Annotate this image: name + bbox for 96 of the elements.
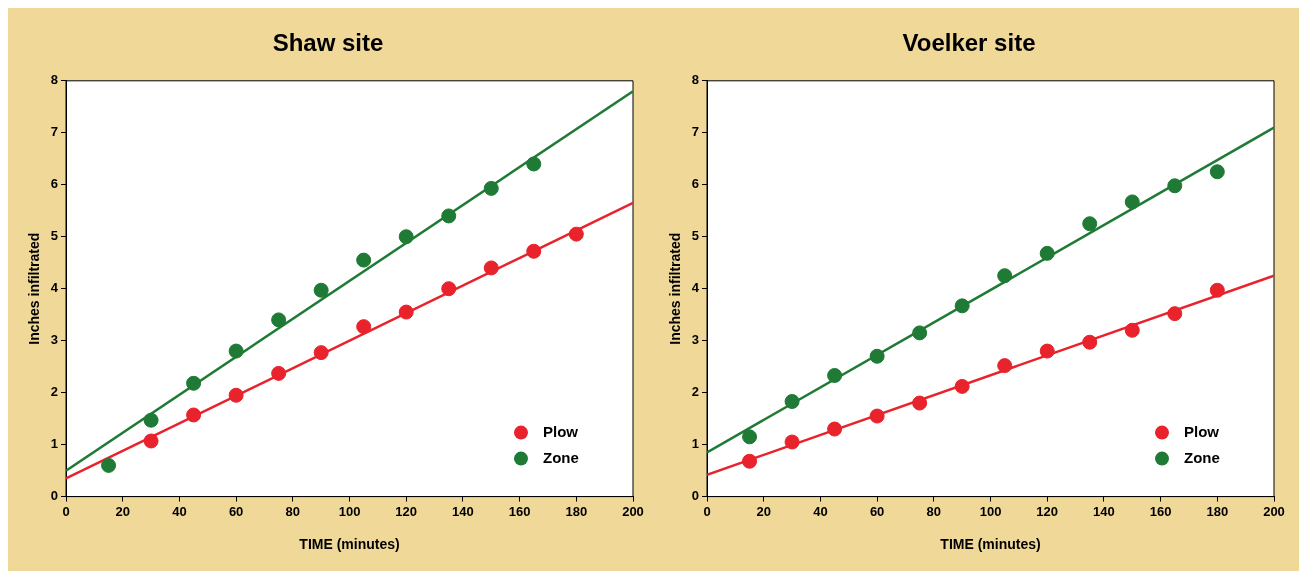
- y-tick-label: 2: [50, 384, 59, 400]
- x-tick-label: 0: [62, 503, 70, 519]
- point: [313, 345, 329, 361]
- y-tick-label: 2: [691, 384, 700, 400]
- point: [912, 325, 928, 341]
- x-tick-label: 200: [622, 503, 644, 519]
- point: [186, 407, 202, 423]
- point: [398, 229, 414, 245]
- y-tick-label: 1: [691, 436, 700, 452]
- y-tick-label: 8: [50, 72, 59, 88]
- point: [228, 387, 244, 403]
- y-tick-label: 6: [691, 176, 700, 192]
- point: [143, 433, 159, 449]
- point: [827, 368, 843, 383]
- x-tick-label: 200: [1263, 503, 1285, 519]
- y-tick-label: 6: [50, 176, 59, 192]
- y-tick-label: 1: [50, 436, 59, 452]
- x-tick-label: 0: [703, 503, 711, 519]
- point: [356, 319, 372, 335]
- point: [271, 365, 287, 381]
- point: [869, 408, 885, 424]
- y-axis-title: Inches infiltrated: [26, 232, 43, 345]
- point: [143, 412, 159, 428]
- y-tick-label: 7: [691, 124, 700, 140]
- point: [1167, 178, 1183, 194]
- y-tick-label: 0: [50, 488, 59, 504]
- x-tick-label: 160: [1149, 503, 1172, 519]
- point: [1124, 322, 1140, 338]
- point: [827, 421, 843, 437]
- x-tick-label: 80: [926, 503, 942, 519]
- point: [1209, 164, 1225, 180]
- x-tick-label: 160: [508, 503, 531, 519]
- chart-title: Voelker site: [902, 29, 1036, 57]
- x-tick-label: 40: [172, 503, 187, 519]
- x-tick-label: 20: [756, 503, 771, 519]
- point: [1167, 306, 1183, 322]
- point: [784, 434, 800, 450]
- y-tick-label: 0: [691, 488, 700, 504]
- point: [742, 453, 758, 469]
- point: [313, 282, 329, 298]
- legend-label: Zone: [543, 448, 579, 466]
- point: [997, 358, 1013, 374]
- legend-label: Plow: [1184, 422, 1220, 440]
- point: [954, 378, 970, 394]
- point: [784, 393, 800, 409]
- point: [1082, 334, 1098, 350]
- point: [101, 457, 117, 473]
- x-axis-title: TIME (minutes): [299, 536, 400, 553]
- y-tick-label: 8: [691, 72, 700, 88]
- point: [441, 208, 457, 224]
- point: [186, 375, 202, 391]
- point: [869, 348, 885, 364]
- x-axis-title: TIME (minutes): [940, 536, 1041, 553]
- x-tick-label: 20: [115, 503, 130, 519]
- y-tick-label: 4: [691, 280, 700, 296]
- point: [483, 180, 499, 196]
- y-tick-label: 4: [50, 280, 59, 296]
- point: [1082, 216, 1098, 232]
- point: [568, 226, 584, 242]
- x-tick-label: 120: [1036, 503, 1059, 519]
- x-tick-label: 100: [338, 503, 361, 519]
- point: [441, 281, 457, 297]
- x-tick-label: 100: [979, 503, 1002, 519]
- point: [912, 395, 928, 411]
- point: [1039, 245, 1055, 261]
- legend-label: Plow: [543, 422, 579, 440]
- point: [526, 156, 542, 172]
- y-tick-label: 3: [50, 332, 59, 348]
- y-tick-label: 5: [691, 228, 700, 244]
- x-tick-label: 140: [452, 503, 474, 519]
- y-tick-label: 7: [50, 124, 59, 140]
- x-tick-label: 80: [285, 503, 301, 519]
- point: [356, 252, 372, 268]
- y-tick-label: 3: [691, 332, 700, 348]
- point: [483, 260, 499, 276]
- point: [742, 429, 758, 445]
- point: [1209, 282, 1225, 298]
- point: [1039, 343, 1055, 359]
- x-tick-label: 120: [395, 503, 418, 519]
- point: [271, 312, 287, 328]
- x-tick-label: 40: [813, 503, 828, 519]
- x-tick-label: 180: [1206, 503, 1229, 519]
- chart-title: Shaw site: [272, 29, 384, 57]
- x-tick-label: 180: [565, 503, 588, 519]
- point: [1124, 194, 1140, 210]
- point: [526, 243, 542, 259]
- x-tick-label: 60: [228, 503, 244, 519]
- x-tick-label: 140: [1093, 503, 1115, 519]
- y-axis-title: Inches infiltrated: [667, 232, 684, 345]
- point: [997, 268, 1013, 284]
- point: [228, 343, 244, 359]
- legend-label: Zone: [1184, 448, 1220, 466]
- y-tick-label: 5: [50, 228, 59, 244]
- point: [398, 304, 414, 320]
- point: [954, 298, 970, 314]
- x-tick-label: 60: [869, 503, 885, 519]
